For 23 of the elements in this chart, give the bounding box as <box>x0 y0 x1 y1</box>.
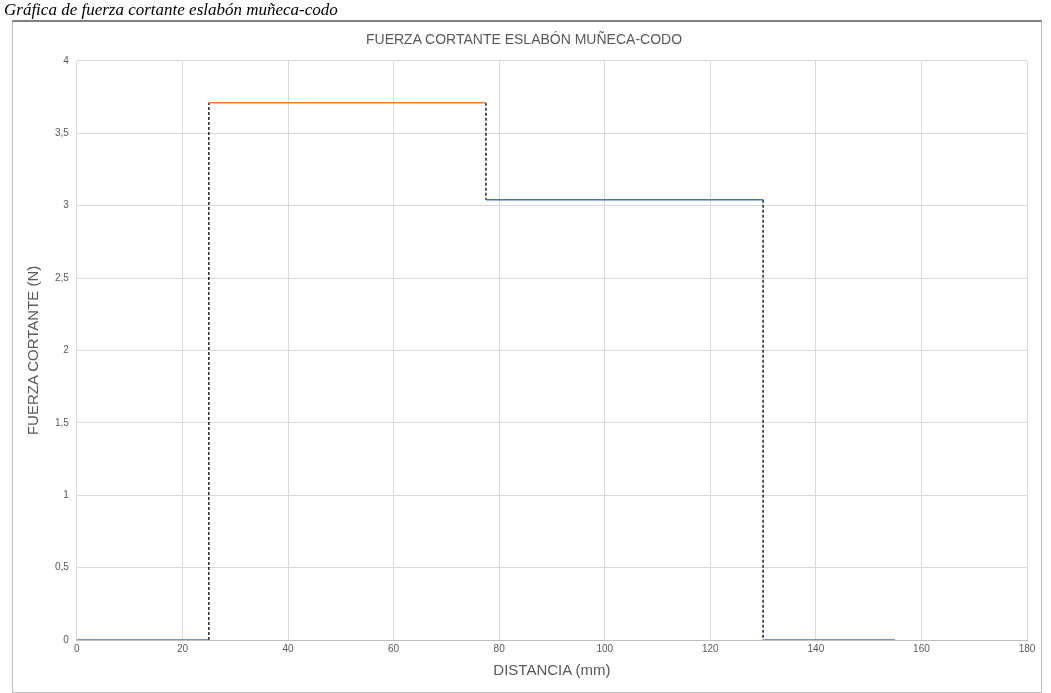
y-tick-label: 0 <box>63 633 70 645</box>
x-tick-label: 120 <box>701 642 720 654</box>
x-tick-label: 160 <box>913 642 931 654</box>
x-tick-label: 0 <box>74 642 81 654</box>
y-tick-label: 1 <box>63 488 70 500</box>
y-tick-label: 1,5 <box>55 416 70 428</box>
y-axis-title: FUERZA CORTANTE (N) <box>24 265 42 436</box>
chart-title: FUERZA CORTANTE ESLABÓN MUÑECA-CODO <box>365 31 683 48</box>
x-tick-label: 100 <box>596 642 614 654</box>
y-tick-label: 3 <box>63 199 70 211</box>
y-tick-label: 0,5 <box>55 561 70 573</box>
x-tick-label: 20 <box>176 642 189 654</box>
y-tick-label: 2 <box>63 344 70 356</box>
x-tick-label: 140 <box>807 642 825 654</box>
x-tick-label: 40 <box>282 642 295 654</box>
text: Gráfica de fuerza cortante eslabón muñeca-codo <box>4 0 338 19</box>
x-tick-label: 60 <box>388 642 400 654</box>
x-axis-title: DISTANCIA (mm) <box>493 661 611 679</box>
y-tick-label: 4 <box>63 54 70 66</box>
x-tick-label: 180 <box>1018 642 1036 654</box>
y-tick-label: 2,5 <box>55 271 70 283</box>
x-tick-label: 80 <box>493 642 506 654</box>
y-tick-label: 3,5 <box>55 126 70 138</box>
